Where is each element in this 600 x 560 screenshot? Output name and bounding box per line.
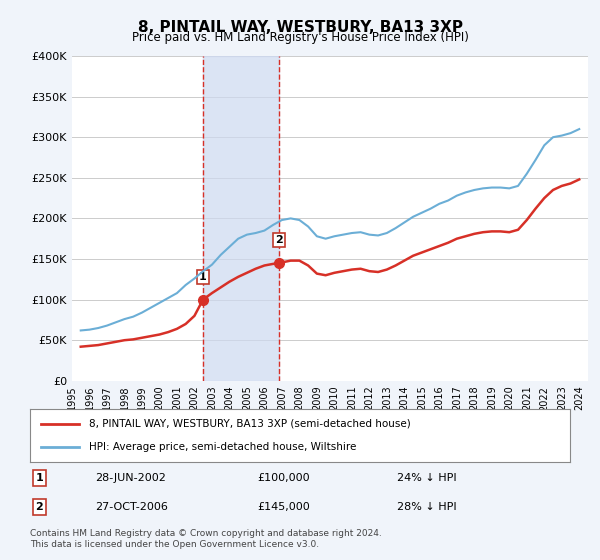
Text: 27-OCT-2006: 27-OCT-2006 (95, 502, 167, 512)
Text: 28% ↓ HPI: 28% ↓ HPI (397, 502, 457, 512)
Text: 1: 1 (35, 473, 43, 483)
Bar (203, 56, 279, 381)
Text: Price paid vs. HM Land Registry's House Price Index (HPI): Price paid vs. HM Land Registry's House … (131, 31, 469, 44)
Text: 24% ↓ HPI: 24% ↓ HPI (397, 473, 457, 483)
Text: 8, PINTAIL WAY, WESTBURY, BA13 3XP: 8, PINTAIL WAY, WESTBURY, BA13 3XP (137, 20, 463, 35)
Text: 28-JUN-2002: 28-JUN-2002 (95, 473, 166, 483)
Text: 8, PINTAIL WAY, WESTBURY, BA13 3XP (semi-detached house): 8, PINTAIL WAY, WESTBURY, BA13 3XP (semi… (89, 419, 411, 429)
Text: 2: 2 (275, 235, 283, 245)
Text: HPI: Average price, semi-detached house, Wiltshire: HPI: Average price, semi-detached house,… (89, 442, 357, 452)
Text: £100,000: £100,000 (257, 473, 310, 483)
Text: Contains HM Land Registry data © Crown copyright and database right 2024.
This d: Contains HM Land Registry data © Crown c… (30, 529, 382, 549)
Text: 1: 1 (199, 272, 207, 282)
Text: £145,000: £145,000 (257, 502, 310, 512)
Text: 2: 2 (35, 502, 43, 512)
